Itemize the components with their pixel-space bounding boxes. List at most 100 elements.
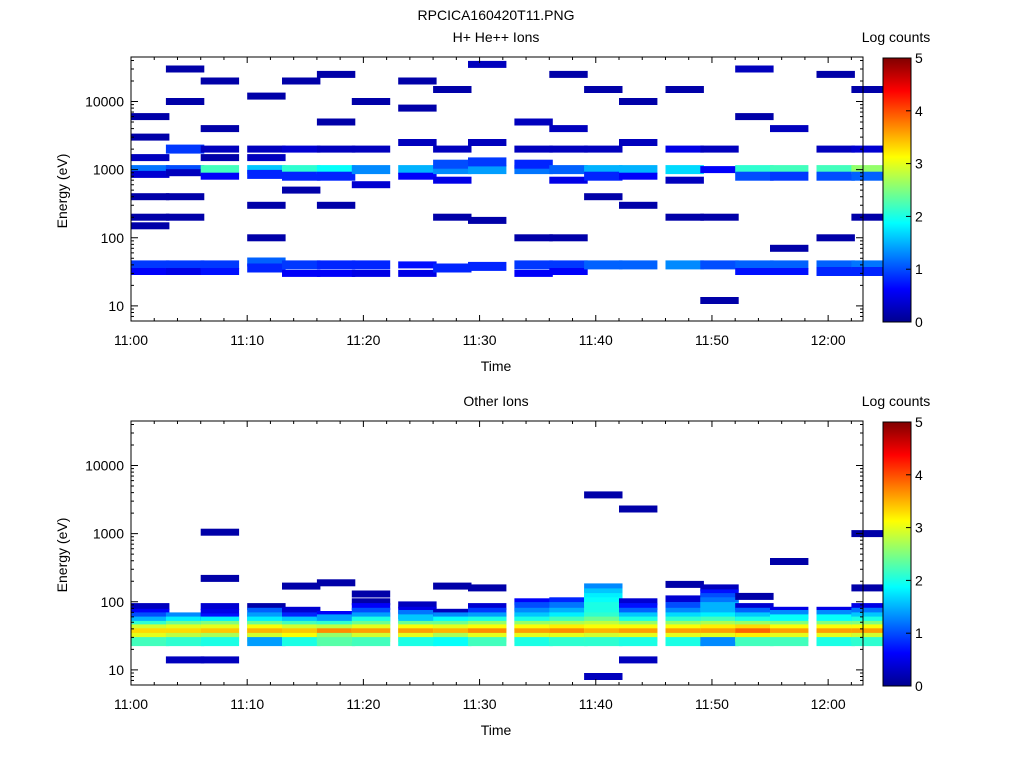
heatmap-cell bbox=[770, 614, 809, 624]
heatmap-cell bbox=[165, 628, 205, 638]
heatmap-cell bbox=[665, 637, 704, 647]
heatmap-cell bbox=[398, 628, 437, 638]
heatmap-cell bbox=[351, 260, 391, 270]
y-tick-label: 1000 bbox=[93, 526, 124, 542]
heatmap-cell bbox=[770, 125, 809, 133]
heatmap-cell bbox=[468, 139, 507, 146]
heatmap-cell bbox=[584, 260, 623, 270]
y-tick-label: 100 bbox=[101, 594, 125, 610]
heatmap-cell bbox=[770, 558, 809, 565]
heatmap-cell bbox=[282, 77, 321, 85]
heatmap-cell bbox=[700, 607, 739, 617]
heatmap-cell bbox=[816, 234, 855, 242]
y-tick-label: 10 bbox=[108, 662, 124, 678]
heatmap-cell bbox=[200, 628, 240, 638]
x-tick-label: 11:40 bbox=[579, 332, 613, 348]
heatmap-cell bbox=[549, 637, 588, 647]
heatmap-cell bbox=[131, 260, 170, 270]
heatmap-cell bbox=[816, 165, 855, 175]
heatmap-cell bbox=[514, 628, 553, 638]
heatmap-cell bbox=[316, 70, 356, 78]
panel-bottom-x-ticks: 11:00 11:10 11:20 11:30 11:40 11:50 12:00 bbox=[114, 421, 852, 712]
heatmap-cell bbox=[131, 603, 170, 611]
heatmap-cell bbox=[735, 165, 774, 175]
heatmap-cell bbox=[351, 98, 391, 105]
heatmap-cell bbox=[514, 602, 553, 612]
heatmap-cell bbox=[665, 145, 704, 153]
heatmap-cell bbox=[200, 268, 240, 275]
x-tick-label: 11:00 bbox=[114, 332, 148, 348]
heatmap-cell bbox=[700, 584, 739, 592]
heatmap-cell bbox=[735, 268, 774, 275]
heatmap-cell bbox=[619, 603, 658, 611]
heatmap-cell bbox=[468, 628, 507, 638]
heatmap-cell bbox=[549, 70, 588, 78]
x-tick-label: 11:50 bbox=[695, 332, 729, 348]
heatmap-cell bbox=[619, 505, 658, 513]
heatmap-cell bbox=[770, 637, 809, 647]
heatmap-cell bbox=[316, 171, 356, 181]
heatmap-cell bbox=[351, 590, 391, 598]
heatmap-cell bbox=[700, 297, 739, 304]
heatmap-cell bbox=[247, 234, 286, 242]
heatmap-cell bbox=[770, 628, 809, 638]
heatmap-cell bbox=[351, 607, 391, 617]
colorbar-tick-label: 3 bbox=[915, 156, 923, 172]
panel-top-title: H+ He++ Ions bbox=[453, 29, 540, 45]
heatmap-cell bbox=[816, 267, 855, 276]
heatmap-cell bbox=[433, 213, 472, 221]
heatmap-cell bbox=[514, 637, 553, 647]
heatmap-cell bbox=[247, 145, 286, 153]
heatmap-cell bbox=[735, 603, 774, 611]
heatmap-cell bbox=[247, 92, 286, 100]
heatmap-cell bbox=[735, 65, 774, 73]
colorbar-tick-label: 1 bbox=[915, 261, 923, 277]
heatmap-cell bbox=[247, 603, 286, 611]
panel-bottom-plot-frame bbox=[130, 420, 864, 686]
heatmap-cell bbox=[200, 260, 240, 270]
heatmap-cell bbox=[247, 169, 286, 179]
heatmap-cell bbox=[282, 637, 321, 647]
heatmap-cell bbox=[584, 171, 623, 181]
heatmap-cell bbox=[468, 584, 507, 592]
heatmap-cell bbox=[700, 602, 739, 612]
heatmap-cell bbox=[735, 628, 774, 638]
heatmap-cell bbox=[247, 257, 286, 267]
heatmap-cell bbox=[468, 60, 507, 68]
heatmap-cell bbox=[816, 614, 855, 624]
heatmap-cell bbox=[514, 118, 553, 126]
heatmap-cell bbox=[468, 637, 507, 647]
heatmap-cell bbox=[770, 260, 809, 270]
panel-bottom-title: Other Ions bbox=[463, 393, 528, 409]
heatmap-cell bbox=[514, 260, 553, 270]
heatmap-cell bbox=[514, 269, 553, 277]
panel-bottom-ylabel: Energy (eV) bbox=[54, 518, 70, 593]
y-tick-label: 100 bbox=[101, 230, 125, 246]
panel-bottom-cells bbox=[131, 491, 890, 680]
panel-top-y-ticks: 10 100 1000 10000 bbox=[85, 59, 863, 322]
heatmap-cell bbox=[549, 597, 588, 607]
x-tick-label: 11:10 bbox=[230, 332, 264, 348]
heatmap-cell bbox=[131, 133, 170, 141]
heatmap-cell bbox=[282, 628, 321, 638]
heatmap-cell bbox=[247, 201, 286, 209]
heatmap-cell bbox=[665, 213, 704, 221]
heatmap-cell bbox=[619, 656, 658, 664]
heatmap-cell bbox=[619, 637, 658, 647]
heatmap-cell bbox=[619, 98, 658, 105]
heatmap-cell bbox=[351, 165, 391, 175]
heatmap-cell bbox=[816, 637, 855, 647]
heatmap-cell bbox=[851, 628, 890, 638]
heatmap-cell bbox=[851, 607, 890, 617]
heatmap-cell bbox=[468, 165, 507, 175]
heatmap-cell bbox=[619, 139, 658, 146]
heatmap-cell bbox=[351, 628, 391, 638]
heatmap-cell bbox=[433, 165, 472, 175]
heatmap-cell bbox=[514, 145, 553, 153]
heatmap-cell bbox=[433, 628, 472, 638]
heatmap-cell bbox=[770, 165, 809, 175]
heatmap-cell bbox=[165, 260, 205, 270]
heatmap-cell bbox=[549, 260, 588, 270]
heatmap-cell bbox=[549, 234, 588, 242]
